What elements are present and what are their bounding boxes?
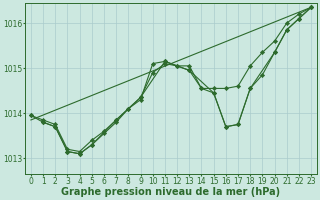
X-axis label: Graphe pression niveau de la mer (hPa): Graphe pression niveau de la mer (hPa) [61,187,281,197]
